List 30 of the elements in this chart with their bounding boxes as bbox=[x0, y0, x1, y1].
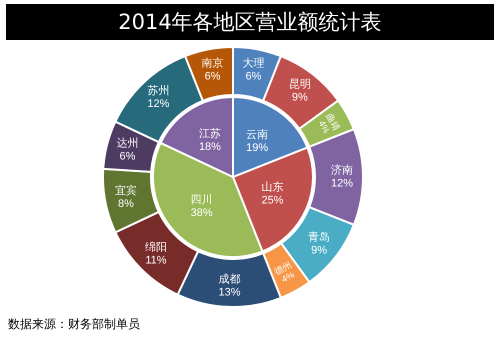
data-label: 38% bbox=[190, 206, 213, 219]
data-label: 18% bbox=[198, 141, 222, 154]
slice-label: 大理 bbox=[242, 56, 264, 70]
slice-label: 达州 bbox=[116, 136, 138, 150]
slice-label: 青岛 bbox=[308, 230, 330, 244]
data-label: 9% bbox=[311, 244, 328, 256]
slice-label: 江苏 bbox=[198, 127, 221, 140]
data-label: 6% bbox=[119, 150, 136, 162]
data-label: 19% bbox=[246, 142, 268, 154]
data-label: 6% bbox=[245, 70, 262, 82]
data-label: 12% bbox=[330, 178, 354, 190]
data-label: 25% bbox=[261, 194, 284, 207]
slice-label: 山东 bbox=[261, 180, 284, 194]
data-label: 6% bbox=[204, 70, 221, 82]
slice-label: 成都 bbox=[218, 272, 241, 286]
slice-label: 昆明 bbox=[288, 78, 311, 90]
slice-label: 四川 bbox=[190, 192, 213, 206]
data-label: 11% bbox=[145, 254, 167, 267]
source-note: 数据来源：财务部制单员 bbox=[8, 316, 140, 333]
slice-label: 绵阳 bbox=[144, 242, 167, 254]
slice-label: 南京 bbox=[202, 56, 224, 70]
data-label: 13% bbox=[218, 286, 241, 298]
data-label: 12% bbox=[147, 98, 170, 110]
slice-label: 宜宾 bbox=[114, 184, 137, 197]
slice-label: 云南 bbox=[246, 128, 268, 141]
data-label: 8% bbox=[118, 198, 134, 210]
data-label: 9% bbox=[292, 91, 308, 104]
chart-title: 2014年各地区营业额统计表 bbox=[6, 4, 494, 40]
slice-label: 济南 bbox=[331, 164, 353, 176]
slice-label: 苏州 bbox=[147, 84, 170, 98]
